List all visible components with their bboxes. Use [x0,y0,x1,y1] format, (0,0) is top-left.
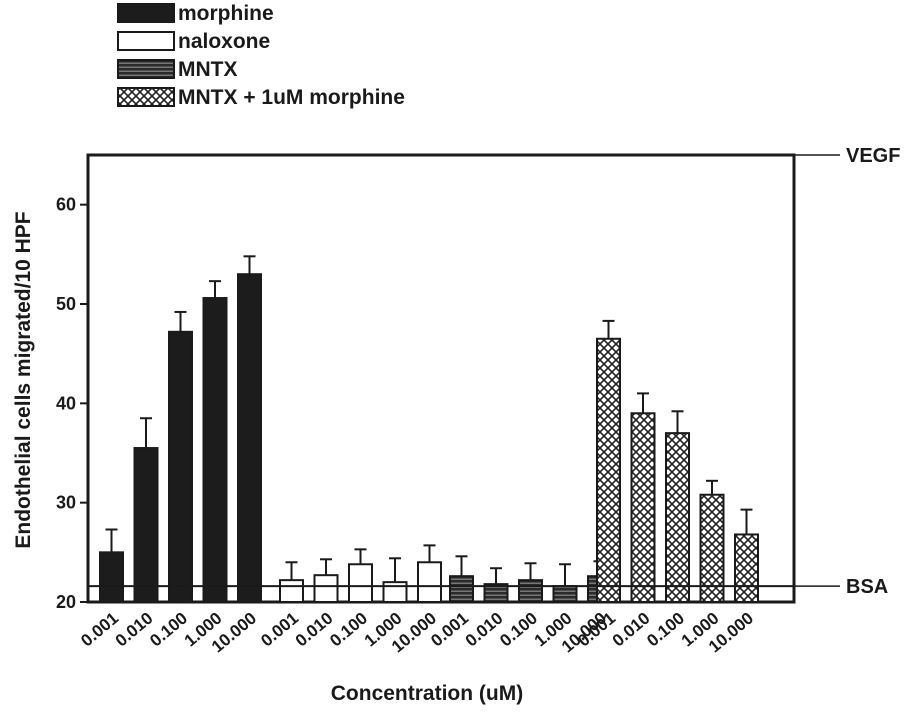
x-axis: 0.0010.0100.1001.00010.0000.0010.0100.10… [77,609,757,657]
x-tick-label: 0.100 [146,609,191,651]
x-tick-label: 0.010 [462,609,507,651]
bars [99,255,759,604]
x-tick-label: 0.001 [427,609,472,651]
bar [417,561,442,603]
bar [99,551,124,603]
x-tick-label: 0.100 [643,609,688,651]
legend-item-morphine: morphine [117,2,274,25]
x-tick-label: 0.010 [112,609,157,651]
legend-label-morphine: morphine [178,2,274,25]
legend-swatch-naloxone [117,31,175,51]
y-axis-title: Endothelial cells migrated/10 HPF [12,211,35,548]
legend-swatch-morphine [117,3,175,23]
y-axis: 20 30 40 50 60 [56,195,88,612]
bar [449,575,474,604]
legend: morphine naloxone MNTX MNTX + 1uM morphi… [117,2,405,109]
bar [133,447,159,603]
x-axis-title: Concentration (uM) [331,682,523,705]
bar [279,579,304,603]
legend-item-naloxone: naloxone [117,30,270,53]
x-tick-label: 0.100 [326,609,371,651]
x-tick-label: 0.010 [609,609,654,651]
bar [630,412,656,603]
bar [237,273,262,603]
y-tick-label: 50 [56,294,76,314]
x-tick-label: 0.001 [257,609,302,651]
bar [168,330,193,603]
y-tick-label: 30 [56,493,76,513]
legend-item-mntx: MNTX [117,58,238,81]
bar [552,585,578,604]
y-tick-label: 60 [56,195,76,215]
bar [202,297,228,603]
legend-swatch-mntx-morphine [117,87,175,107]
y-tick-label: 40 [56,393,76,413]
x-tick-label: 0.010 [292,609,337,651]
legend-label-mntx-morphine: MNTX + 1uM morphine [178,86,405,109]
x-tick-label: 0.001 [77,609,122,651]
legend-label-naloxone: naloxone [178,30,270,53]
bar [665,432,690,603]
bar [734,533,759,603]
legend-label-mntx: MNTX [178,58,238,81]
reference-lines: VEGF BSA [88,145,900,598]
reference-line-label: VEGF [846,145,900,167]
y-tick-label: 20 [56,592,76,612]
reference-line-label: BSA [846,576,888,598]
bar [518,579,543,603]
x-tick-label: 0.100 [496,609,541,651]
legend-swatch-mntx [117,59,175,79]
legend-item-mntx-morphine: MNTX + 1uM morphine [117,86,405,109]
bar [313,574,339,603]
bar [348,563,373,604]
bar [596,337,621,603]
